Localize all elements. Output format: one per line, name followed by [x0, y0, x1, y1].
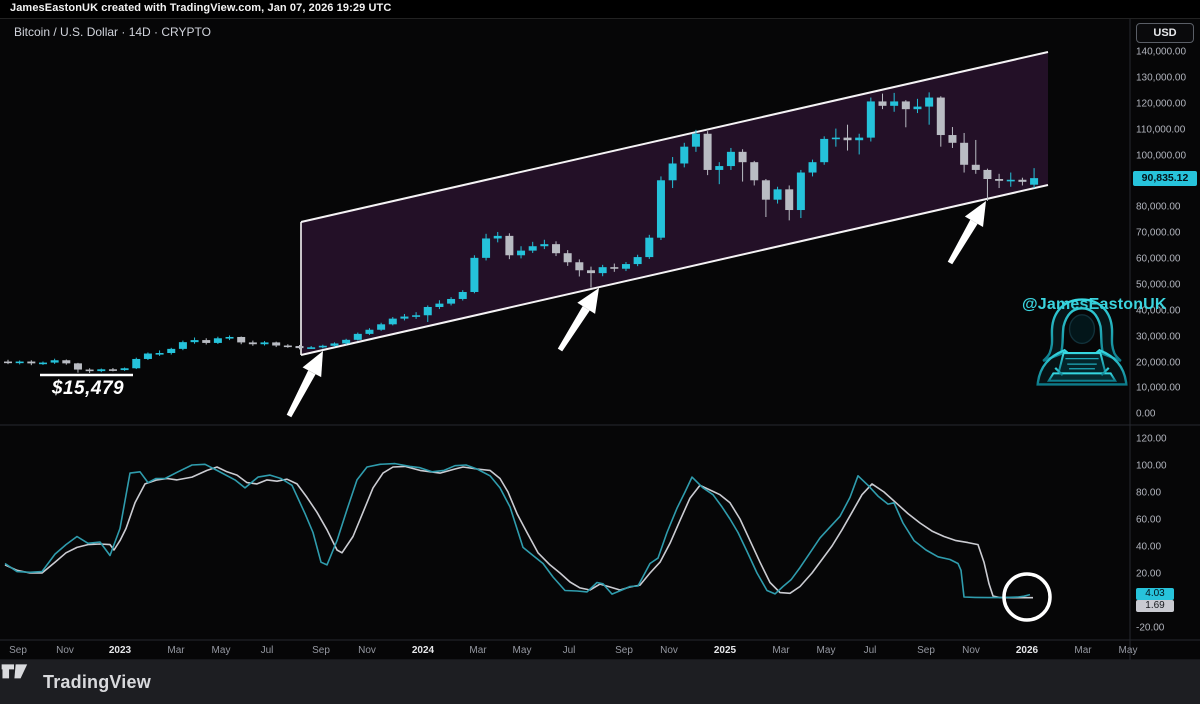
indicator-axis-labels[interactable]: 120.00 100.00 80.00 60.00 40.00 20.00 -20.00	[1136, 434, 1167, 634]
svg-text:Jul: Jul	[563, 645, 576, 656]
svg-text:Nov: Nov	[660, 645, 678, 656]
svg-text:100.00: 100.00	[1136, 461, 1167, 472]
svg-text:10,000.00: 10,000.00	[1136, 383, 1181, 394]
svg-text:20.00: 20.00	[1136, 569, 1161, 580]
svg-text:May: May	[212, 645, 231, 656]
svg-text:50,000.00: 50,000.00	[1136, 280, 1181, 291]
svg-text:Sep: Sep	[312, 645, 330, 656]
svg-text:60,000.00: 60,000.00	[1136, 254, 1181, 265]
price-axis-labels[interactable]: 140,000.00 130,000.00 120,000.00 110,000.00…	[1136, 47, 1186, 420]
svg-text:May: May	[513, 645, 532, 656]
svg-text:Mar: Mar	[1074, 645, 1092, 656]
last-price-badge: 90,835.12	[1133, 171, 1197, 186]
svg-text:Sep: Sep	[917, 645, 935, 656]
svg-text:110,000.00: 110,000.00	[1136, 125, 1186, 136]
svg-text:40.00: 40.00	[1136, 542, 1161, 553]
svg-text:100,000.00: 100,000.00	[1136, 151, 1186, 162]
stoch-k-line	[4, 462, 1031, 599]
svg-text:-20.00: -20.00	[1136, 623, 1165, 634]
attribution-bar: JamesEastonUK created with TradingView.c…	[0, 0, 1200, 19]
cycle-low-annotation: $15,479	[51, 378, 125, 399]
attribution-text: JamesEastonUK created with TradingView.c…	[10, 2, 392, 14]
svg-text:120,000.00: 120,000.00	[1136, 99, 1186, 110]
svg-text:Mar: Mar	[167, 645, 185, 656]
svg-text:Jul: Jul	[261, 645, 274, 656]
highlight-circle	[1002, 572, 1052, 622]
svg-text:130,000.00: 130,000.00	[1136, 73, 1186, 84]
svg-text:70,000.00: 70,000.00	[1136, 228, 1181, 239]
svg-text:Sep: Sep	[9, 645, 27, 656]
svg-text:2026: 2026	[1016, 645, 1039, 656]
annotation-arrows	[286, 201, 986, 418]
svg-text:20,000.00: 20,000.00	[1136, 358, 1181, 369]
svg-text:0.00: 0.00	[1136, 409, 1156, 420]
svg-text:80,000.00: 80,000.00	[1136, 202, 1181, 213]
trend-channel[interactable]	[300, 51, 1049, 356]
watermark-handle: @JamesEastonUK	[1022, 296, 1166, 314]
svg-text:80.00: 80.00	[1136, 488, 1161, 499]
symbol-title: Bitcoin / U.S. Dollar · 14D · CRYPTO	[14, 25, 211, 39]
hacker-icon	[1036, 298, 1128, 386]
svg-text:Sep: Sep	[615, 645, 633, 656]
svg-text:Mar: Mar	[469, 645, 487, 656]
time-axis-labels[interactable]: Sep Nov 2023 Mar May Jul Sep Nov 2024 Mar May Jul Se…	[9, 645, 1137, 656]
footer-bar: TradingView	[0, 660, 1200, 704]
svg-text:2023: 2023	[109, 645, 132, 656]
svg-text:60.00: 60.00	[1136, 515, 1161, 526]
currency-toggle-button[interactable]: USD	[1136, 23, 1194, 43]
stoch-d-value-badge: 1.69	[1136, 600, 1174, 612]
svg-text:2025: 2025	[714, 645, 737, 656]
svg-text:Mar: Mar	[772, 645, 790, 656]
stoch-k-value-badge: 4.03	[1136, 588, 1174, 600]
svg-text:Jul: Jul	[864, 645, 877, 656]
candlestick-series[interactable]	[4, 92, 1039, 373]
svg-text:Nov: Nov	[56, 645, 74, 656]
stoch-d-line	[4, 465, 1033, 599]
svg-text:30,000.00: 30,000.00	[1136, 332, 1181, 343]
svg-text:140,000.00: 140,000.00	[1136, 47, 1186, 58]
svg-text:Nov: Nov	[358, 645, 376, 656]
watermark: @JamesEastonUK	[1022, 294, 1166, 386]
svg-text:Nov: Nov	[962, 645, 980, 656]
svg-text:May: May	[817, 645, 836, 656]
svg-text:2024: 2024	[412, 645, 435, 656]
svg-text:120.00: 120.00	[1136, 434, 1167, 445]
tradingview-brand-text[interactable]: TradingView	[43, 671, 151, 692]
svg-text:May: May	[1119, 645, 1138, 656]
svg-text:40,000.00: 40,000.00	[1136, 306, 1181, 317]
